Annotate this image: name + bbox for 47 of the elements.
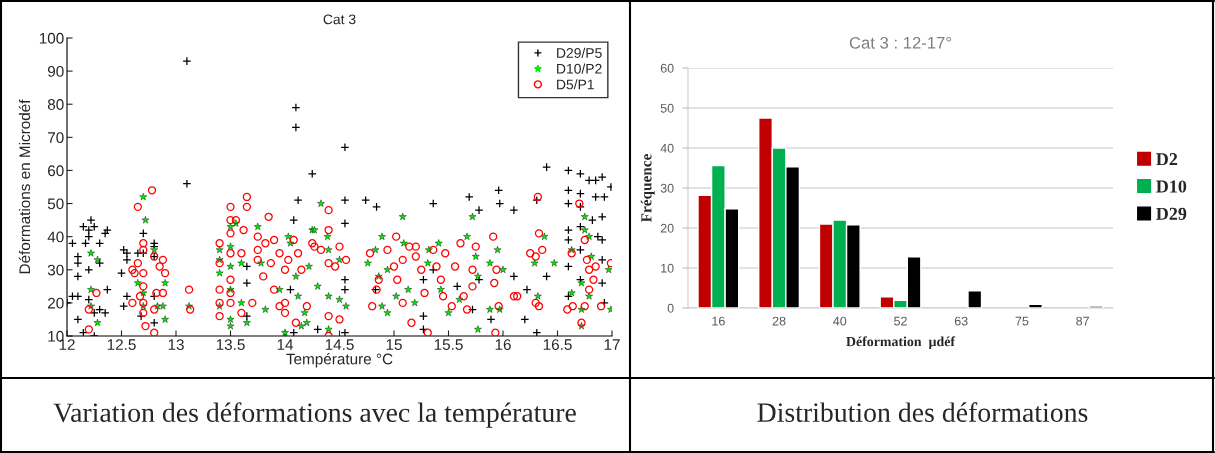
y-tick-label: 50	[47, 198, 64, 210]
chart-title: Cat 3 : 12-17°	[849, 36, 952, 49]
x-tick-label: 16	[495, 339, 511, 350]
y-axis-title: Fréquence	[640, 154, 655, 223]
x-tick-label: 15	[386, 339, 402, 350]
x-tick-label: 15.5	[434, 339, 463, 350]
x-tick-label: 40	[833, 316, 847, 326]
y-tick-label: 70	[48, 132, 64, 144]
x-tick-label: 87	[1076, 316, 1089, 326]
x-tick-label: 14	[277, 339, 294, 350]
legend-label: D5/P1	[557, 79, 594, 90]
x-tick-label: 17	[604, 339, 620, 350]
x-axis-title: Déformation µdéf	[846, 336, 956, 350]
text: Distribution des déformations	[757, 402, 1088, 422]
text: Variation des déformations avec la température	[53, 402, 576, 428]
y-tick-label: 100	[39, 32, 64, 44]
x-tick-label: 16.5	[543, 339, 572, 350]
legend-label: D29/P5	[557, 47, 602, 58]
x-tick-label: 16	[712, 316, 725, 326]
legend-label: D10/P2	[557, 63, 602, 74]
y-tick-label: 20	[660, 223, 674, 233]
x-tick-label: 13.5	[216, 339, 245, 350]
x-tick-label: 52	[894, 316, 907, 326]
legend-label: D2	[1156, 153, 1178, 166]
x-tick-label: 63	[954, 316, 968, 326]
y-tick-label: 30	[47, 264, 64, 276]
x-axis-title: Température °C	[286, 353, 393, 368]
y-tick-label: 20	[48, 297, 64, 309]
y-tick-label: 60	[660, 63, 674, 73]
x-tick-label: 75	[1015, 316, 1029, 326]
legend-label: D29	[1156, 207, 1187, 220]
y-tick-label: 40	[660, 143, 674, 153]
chart-title: Cat 3	[323, 14, 356, 25]
x-tick-label: 28	[772, 316, 786, 326]
y-tick-label: 10	[661, 263, 674, 273]
y-tick-label: 90	[47, 65, 64, 77]
y-tick-label: 40	[47, 231, 64, 243]
y-tick-label: 80	[47, 99, 64, 110]
y-tick-label: 60	[48, 165, 64, 177]
y-axis-title: Déformations en Microdéf	[18, 99, 31, 274]
y-tick-label: 50	[660, 103, 674, 113]
legend-label: D10	[1156, 180, 1187, 193]
x-tick-label: 12.5	[107, 339, 136, 350]
x-tick-label: 13	[168, 339, 184, 350]
y-tick-label: 30	[660, 183, 674, 193]
y-tick-label: 0	[667, 303, 674, 313]
x-tick-label: 14.5	[325, 339, 354, 350]
